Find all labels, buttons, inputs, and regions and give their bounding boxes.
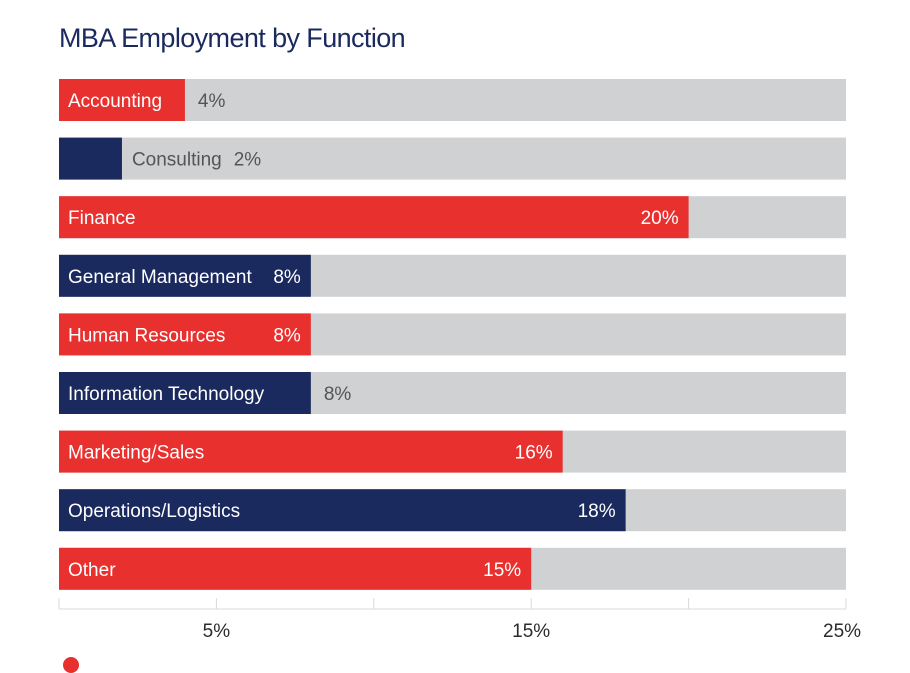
bar xyxy=(59,137,122,180)
category-label: Marketing/Sales xyxy=(68,443,204,464)
category-label: Operations/Logistics xyxy=(68,501,240,522)
bar xyxy=(59,547,532,590)
bar xyxy=(59,430,563,473)
value-label: 15% xyxy=(483,560,521,581)
category-label: Information Technology xyxy=(68,384,265,405)
chart-title: MBA Employment by Function xyxy=(59,23,406,53)
bar-track xyxy=(59,137,846,180)
value-label: 16% xyxy=(515,443,553,464)
legend-dot-icon xyxy=(63,657,79,673)
bar xyxy=(59,489,626,532)
value-label: 8% xyxy=(273,325,301,346)
value-label: 2% xyxy=(234,150,262,171)
x-tick-label: 5% xyxy=(203,621,231,642)
bar xyxy=(59,79,185,121)
category-label: Other xyxy=(68,560,116,581)
bar xyxy=(59,196,689,239)
category-label: Consulting xyxy=(132,150,222,171)
value-label: 8% xyxy=(324,384,352,405)
value-label: 4% xyxy=(198,91,226,112)
category-label: Human Resources xyxy=(68,325,225,346)
bar xyxy=(59,313,311,356)
bar xyxy=(59,254,311,297)
value-label: 18% xyxy=(578,501,616,522)
bar xyxy=(59,372,311,414)
value-label: 20% xyxy=(641,208,679,229)
category-label: Accounting xyxy=(68,91,162,112)
category-label: Finance xyxy=(68,208,136,229)
category-label: General Management xyxy=(68,267,252,288)
value-label: 8% xyxy=(273,267,301,288)
x-tick-label: 15% xyxy=(512,621,550,642)
bar-track xyxy=(59,79,846,121)
x-tick-label: 25% xyxy=(823,621,861,642)
